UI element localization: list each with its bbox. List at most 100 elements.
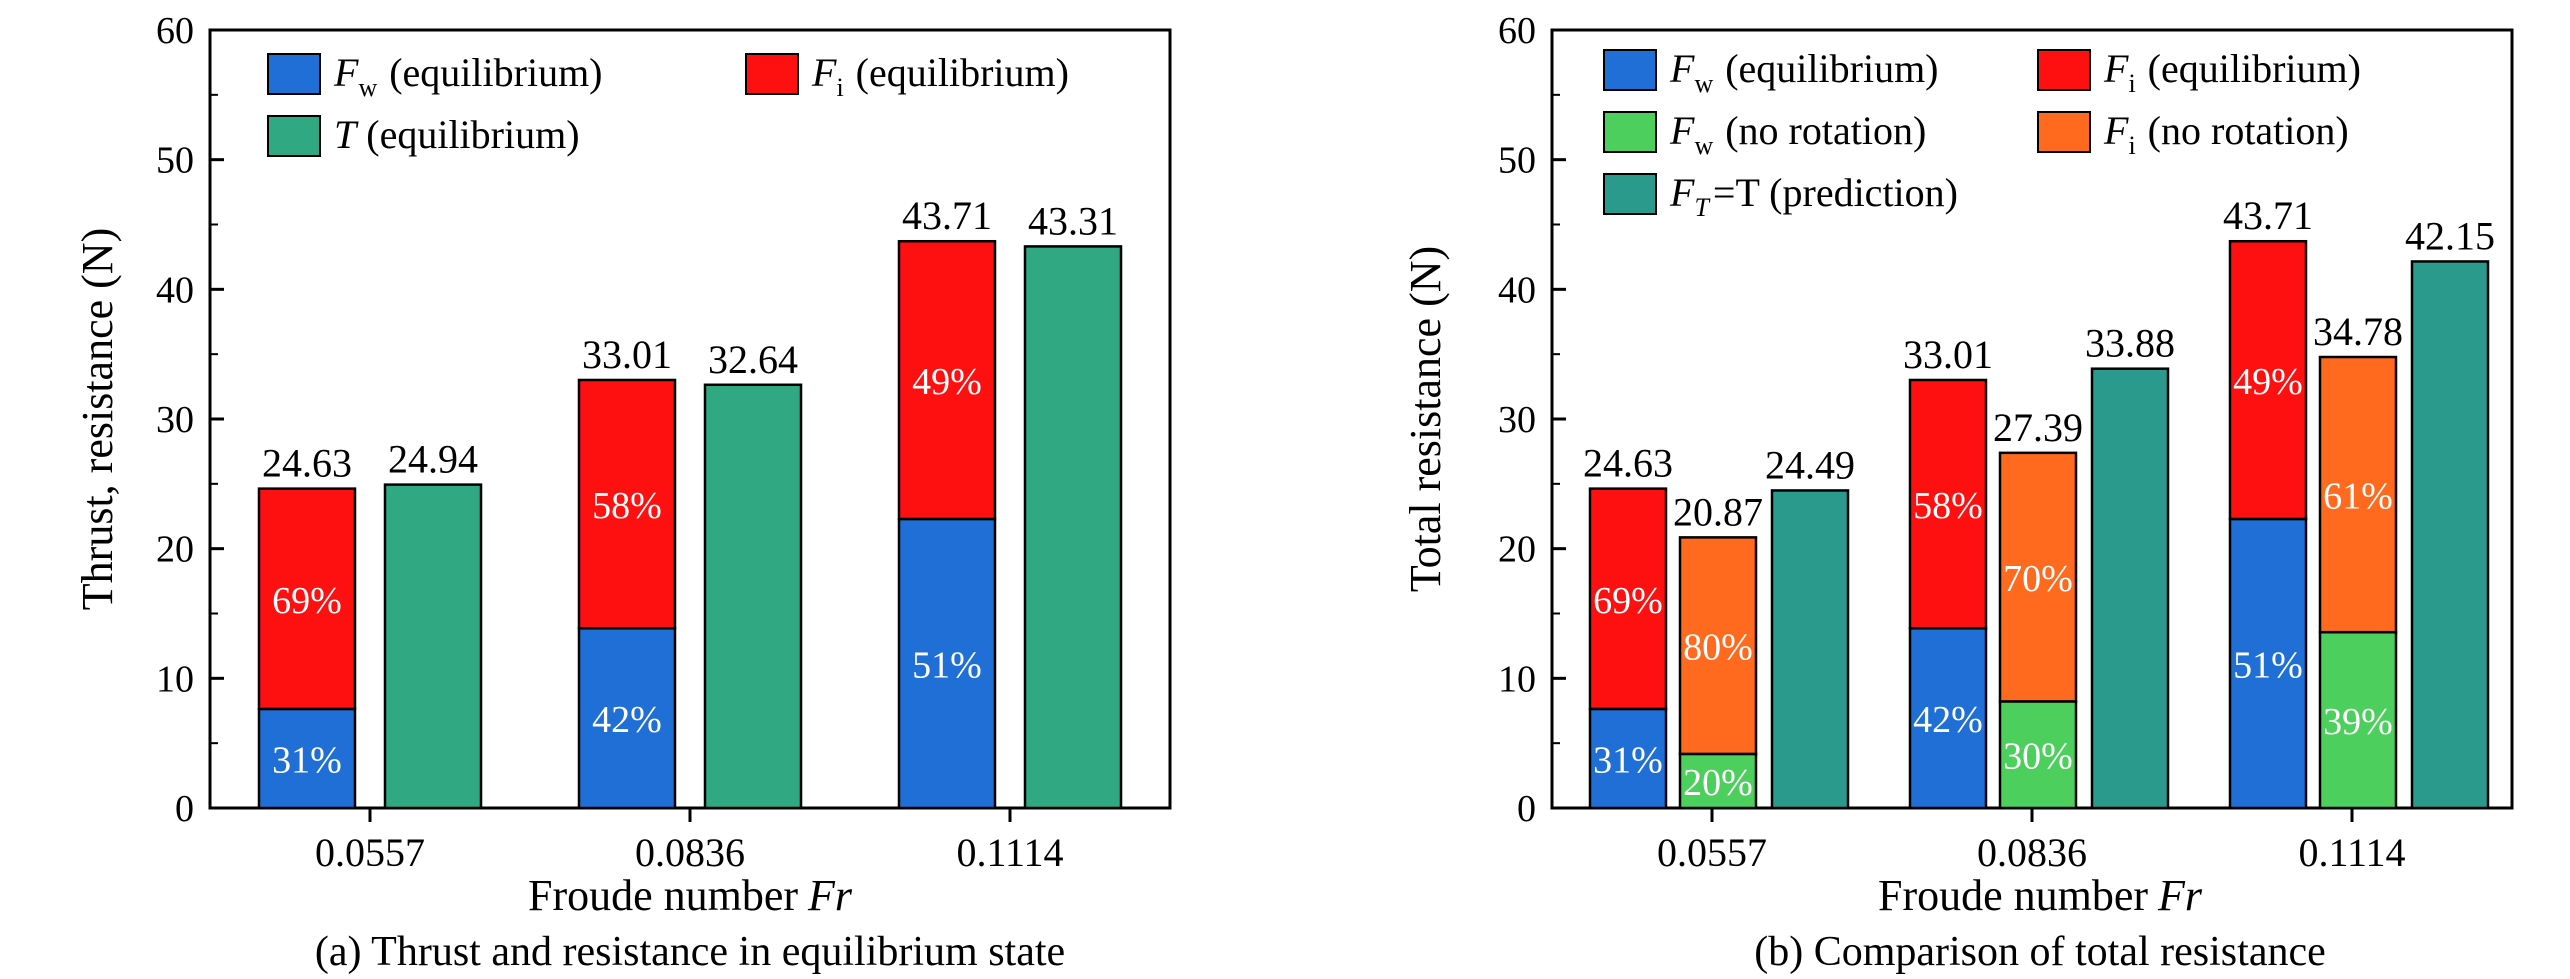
legend-label: Fw (equilibrium) <box>1669 46 1939 98</box>
bar-segment <box>1588 487 1668 711</box>
bar-segment <box>2410 260 2490 810</box>
x-axis-title: Froude number Fr <box>1878 871 2203 920</box>
percent-label: 69% <box>1593 580 1663 622</box>
total-label: 34.78 <box>2313 309 2403 354</box>
bar-segment <box>2090 367 2170 810</box>
percent-label: 49% <box>2233 361 2303 403</box>
legend-text: (equilibrium) <box>856 50 1069 95</box>
x-axis-title: Froude number Fr <box>528 871 853 920</box>
legend-text: (equilibrium) <box>389 50 602 95</box>
percent-label: 70% <box>2003 558 2073 600</box>
total-label: 43.71 <box>902 193 992 238</box>
total-label: 42.15 <box>2405 213 2495 258</box>
y-tick-label: 60 <box>156 10 194 52</box>
percent-label: 20% <box>1683 762 1753 804</box>
bar-segment <box>1908 627 1988 810</box>
legend-swatch <box>267 115 321 157</box>
y-axis-title: Total resistance (N) <box>1401 246 1450 592</box>
bar-segment <box>1908 378 1988 630</box>
legend-swatch <box>2037 49 2091 91</box>
legend-label: Fw (no rotation) <box>1669 108 1926 160</box>
bar-segment <box>577 378 677 630</box>
x-axis-title-symbol: Fr <box>2157 871 2203 920</box>
legend-label: Fw (equilibrium) <box>333 50 603 102</box>
legend-subscript: w <box>1694 131 1713 160</box>
x-axis-title-text: Froude number <box>528 871 798 920</box>
y-tick-label: 0 <box>1517 788 1536 830</box>
bar-segment <box>577 627 677 810</box>
legend-text: (equilibrium) <box>366 112 579 157</box>
legend-text: (equilibrium) <box>1725 46 1938 91</box>
bar-segment <box>2318 355 2398 634</box>
percent-label: 49% <box>912 361 982 403</box>
legend-subscript: w <box>358 73 377 102</box>
legend-swatch <box>1603 111 1657 153</box>
percent-label: 51% <box>2233 644 2303 686</box>
y-tick-label: 10 <box>1498 658 1536 700</box>
total-label: 27.39 <box>1993 405 2083 450</box>
legend-text: (no rotation) <box>2148 108 2349 153</box>
figure-caption: (b) Comparison of total resistance <box>1754 929 2326 975</box>
total-label: 43.71 <box>2223 193 2313 238</box>
legend-text: (no rotation) <box>1725 108 1926 153</box>
legend-symbol: F <box>811 50 837 95</box>
total-label: 33.88 <box>2085 321 2175 366</box>
x-tick-label: 0.1114 <box>956 830 1063 875</box>
legend-subscript: w <box>1694 69 1713 98</box>
y-tick-label: 0 <box>175 788 194 830</box>
percent-label: 31% <box>1593 739 1663 781</box>
total-label: 24.94 <box>388 437 478 482</box>
legend-label: FT =T (prediction) <box>1669 170 1958 222</box>
percent-label: 42% <box>592 699 662 741</box>
percent-label: 61% <box>2323 476 2393 518</box>
y-tick-label: 60 <box>1498 10 1536 52</box>
percent-label: 58% <box>592 485 662 527</box>
percent-label: 80% <box>1683 627 1753 669</box>
y-tick-label: 30 <box>156 399 194 441</box>
percent-label: 42% <box>1913 699 1983 741</box>
chart-a: 0 10 20 30 40 50 60 0.0557 0.0836 0.1114 31% 69% 24.… <box>73 10 1172 975</box>
y-axis-title: Thrust, resistance (N) <box>73 228 122 610</box>
total-label: 24.49 <box>1765 442 1855 487</box>
legend-symbol: F <box>333 50 359 95</box>
legend-swatch <box>1603 173 1657 215</box>
bar-segment <box>897 239 997 521</box>
legend-label: Fi (no rotation) <box>2103 108 2349 160</box>
y-tick-label: 40 <box>1498 269 1536 311</box>
y-tick-label: 50 <box>156 140 194 182</box>
bar-segment <box>1998 700 2078 810</box>
y-tick-label: 20 <box>1498 529 1536 571</box>
y-tick-label: 50 <box>1498 140 1536 182</box>
total-label: 32.64 <box>708 337 798 382</box>
bar-segment <box>1770 489 1850 810</box>
y-tick-label: 20 <box>156 529 194 571</box>
legend-swatch <box>1603 49 1657 91</box>
legend-subscript: T <box>1694 193 1710 222</box>
legend-label: Fi (equilibrium) <box>2103 46 2361 98</box>
bar-segment <box>1588 707 1668 810</box>
bar-segment <box>1023 245 1123 810</box>
bar-segment <box>1678 536 1758 756</box>
y-tick-label: 10 <box>156 658 194 700</box>
percent-label: 69% <box>272 580 342 622</box>
bar-segment <box>257 487 357 711</box>
legend-swatch <box>745 53 799 95</box>
bar-segment <box>2228 239 2308 521</box>
bar-segment <box>2228 517 2308 810</box>
legend-symbol: F <box>1669 46 1695 91</box>
legend-subscript: i <box>2128 69 2135 98</box>
x-tick-label: 0.0557 <box>315 830 425 875</box>
legend-symbol: F <box>2103 108 2129 153</box>
legend-label: Fi (equilibrium) <box>811 50 1069 102</box>
x-axis-title-text: Froude number <box>1878 871 2148 920</box>
x-tick-label: 0.0836 <box>1977 830 2087 875</box>
legend-symbol: F <box>1669 108 1695 153</box>
x-axis-title-symbol: Fr <box>807 871 853 920</box>
bar-segment <box>703 383 803 810</box>
total-label: 24.63 <box>262 441 352 486</box>
total-label: 33.01 <box>1903 332 1993 377</box>
legend-symbol: F <box>1669 170 1695 215</box>
bar-segment <box>1998 451 2078 703</box>
y-tick-label: 40 <box>156 269 194 311</box>
